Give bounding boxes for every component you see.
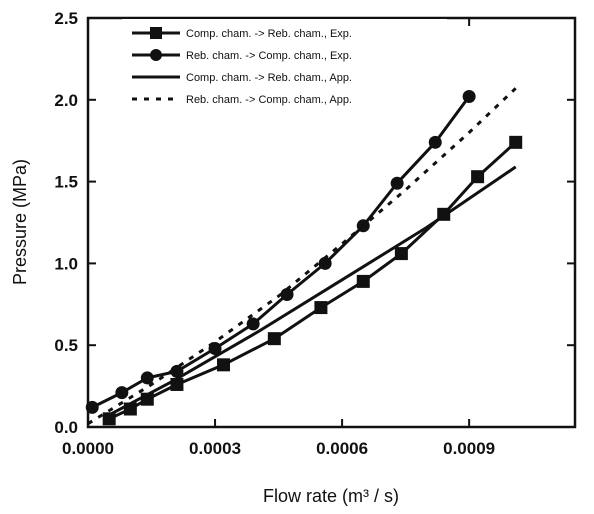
legend-entry: Reb. cham. -> Comp. cham., Exp. <box>132 49 352 62</box>
series-4 <box>87 87 517 425</box>
data-point <box>390 176 404 190</box>
legend-label: Comp. cham. -> Reb. cham., App. <box>186 72 352 84</box>
y-tick-label: 1.0 <box>54 254 78 273</box>
y-axis-title: Pressure (MPa) <box>10 159 30 285</box>
y-tick-label: 0.5 <box>54 336 78 355</box>
x-axis-title: Flow rate (m³ / s) <box>263 486 399 506</box>
data-point <box>115 386 129 400</box>
x-tick-label: 0.0009 <box>443 439 495 458</box>
legend-entry: Comp. cham. -> Reb. cham., Exp. <box>132 27 352 40</box>
data-point <box>314 301 328 315</box>
y-tick-label: 2.0 <box>54 91 78 110</box>
axis-ticks: 0.0000 0.0003 0.0006 0.0009 0.0 0.5 1.0 1.5 2.0 2… <box>54 9 575 458</box>
legend-label: Reb. cham. -> Comp. cham., App. <box>186 94 352 106</box>
series-line <box>87 87 517 425</box>
data-point <box>246 317 260 331</box>
legend-label: Comp. cham. -> Reb. cham., Exp. <box>186 28 352 40</box>
data-point <box>394 247 408 261</box>
legend: Comp. cham. -> Reb. cham., Exp. Reb. cham… <box>122 19 447 115</box>
series-3 <box>104 165 517 419</box>
data-point <box>140 371 154 385</box>
legend-label: Reb. cham. -> Comp. cham., Exp. <box>186 50 352 62</box>
series-1 <box>102 135 523 426</box>
data-point <box>509 135 523 149</box>
series-layer <box>85 87 523 426</box>
y-tick-label: 0.0 <box>54 418 78 437</box>
data-point <box>428 135 442 149</box>
x-tick-label: 0.0003 <box>189 439 241 458</box>
x-tick-label: 0.0006 <box>316 439 368 458</box>
legend-entry: Reb. cham. -> Comp. cham., App. <box>132 94 352 106</box>
legend-marker <box>150 27 162 39</box>
y-tick-label: 2.5 <box>54 9 78 28</box>
data-point <box>462 90 476 104</box>
data-point <box>318 256 332 270</box>
data-point <box>170 364 184 378</box>
y-tick-label: 1.5 <box>54 173 78 192</box>
x-tick-label: 0.0000 <box>62 439 114 458</box>
data-point <box>267 332 281 346</box>
legend-entry: Comp. cham. -> Reb. cham., App. <box>132 72 352 84</box>
series-line <box>104 165 517 419</box>
data-point <box>217 358 231 372</box>
legend-box <box>122 19 447 115</box>
data-point <box>356 274 370 288</box>
data-point <box>85 400 99 414</box>
legend-marker <box>150 49 162 61</box>
data-point <box>471 170 485 184</box>
data-point <box>280 287 294 301</box>
